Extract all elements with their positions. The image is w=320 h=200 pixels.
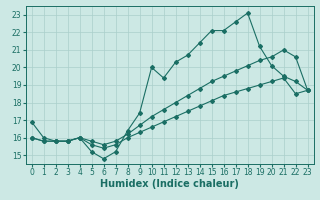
X-axis label: Humidex (Indice chaleur): Humidex (Indice chaleur) <box>100 179 239 189</box>
